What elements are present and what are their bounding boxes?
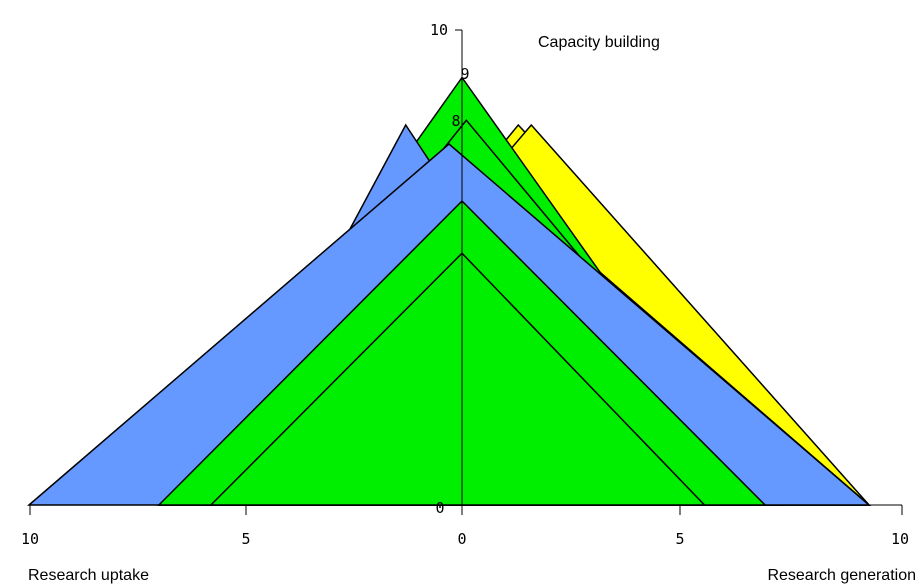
triangles-layer xyxy=(26,76,872,506)
vertical-axis-title: Capacity building xyxy=(538,34,660,51)
axes-layer: 10 9 8 0 10 5 0 5 10 Capacity building R… xyxy=(21,21,916,584)
vertical-tick-label-0: 0 xyxy=(435,499,444,517)
right-axis-title: Research generation xyxy=(767,567,916,584)
left-tick-label-10: 10 xyxy=(21,530,39,548)
vertical-tick-label-9: 9 xyxy=(460,65,469,83)
center-tick-label-0: 0 xyxy=(457,530,466,548)
left-tick-label-5: 5 xyxy=(241,530,250,548)
vertical-tick-label-10: 10 xyxy=(430,21,448,39)
left-axis-title: Research uptake xyxy=(28,567,149,584)
vertical-tick-label-8: 8 xyxy=(451,112,460,130)
right-tick-label-5: 5 xyxy=(675,530,684,548)
right-tick-label-10: 10 xyxy=(891,530,909,548)
